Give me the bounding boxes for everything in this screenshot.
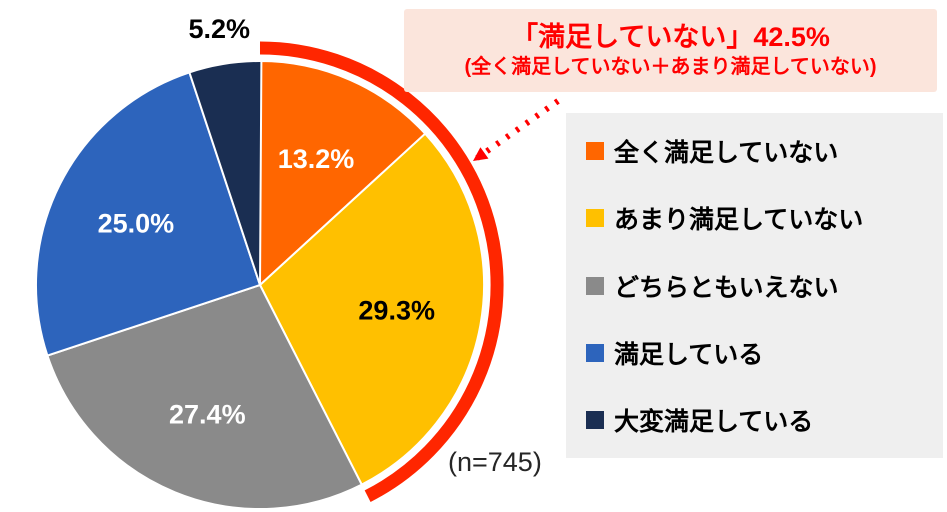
highlight-arc-group: [259, 41, 504, 502]
highlight-arc: [259, 41, 504, 502]
annotation-arrow-icon: [471, 98, 560, 164]
legend-item-1: 全く満足していない: [586, 133, 933, 169]
pie-slice-4: [34, 71, 262, 357]
legend-label: 満足している: [614, 340, 764, 369]
pie-slices-group: [34, 59, 485, 510]
callout-title: 「満足していない」42.5%: [511, 22, 830, 53]
legend-item-4: 満足している: [586, 335, 933, 371]
pie-slice-label-1: 13.2%: [278, 144, 355, 174]
legend-swatch-gray: [586, 276, 604, 295]
pie-labels-group: 13.2% 29.3% 27.4% 25.0% 5.2%: [98, 14, 435, 429]
legend-label: 大変満足している: [614, 408, 814, 436]
legend-item-2: あまり満足していない: [586, 200, 933, 236]
chart-legend: 全く満足していない あまり満足していない どちらともいえない 満足している 大変…: [566, 113, 943, 458]
pie-slice-label-5: 5.2%: [189, 14, 251, 44]
legend-swatch-blue: [586, 343, 604, 362]
pie-slice-5: [188, 59, 263, 286]
legend-item-3: どちらともいえない: [586, 268, 933, 304]
callout-subtitle: (全く満足していない＋あまり満足していない): [464, 55, 877, 78]
pie-slice-label-2: 29.3%: [358, 296, 435, 326]
legend-label: どちらともいえない: [614, 273, 839, 302]
sample-size-note: (n=745): [448, 447, 542, 477]
pie-slice-2: [258, 132, 485, 486]
legend-swatch-yellow: [586, 209, 604, 228]
pie-slice-3: [46, 283, 364, 510]
callout-box: 「満足していない」42.5% (全く満足していない＋あまり満足していない): [404, 9, 937, 92]
legend-swatch-navy: [586, 411, 604, 429]
legend-label: 全く満足していない: [614, 139, 839, 167]
pie-slice-1: [259, 59, 427, 288]
pie-slice-label-3: 27.4%: [169, 400, 246, 430]
pie-slice-label-4: 25.0%: [98, 209, 175, 239]
legend-item-5: 大変満足している: [586, 402, 933, 438]
legend-swatch-orange: [586, 142, 604, 160]
legend-label: あまり満足していない: [614, 206, 864, 235]
